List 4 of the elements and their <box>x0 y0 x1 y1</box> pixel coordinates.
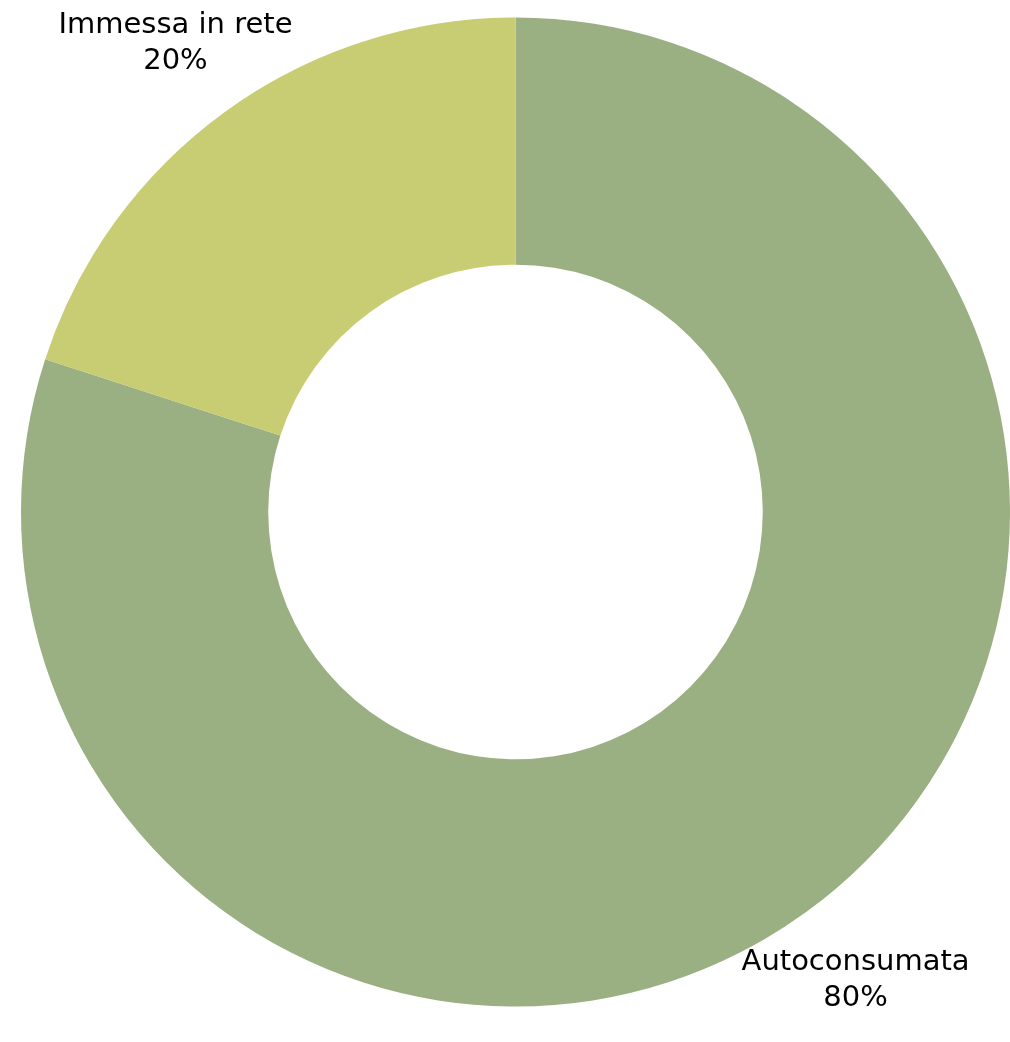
slice-label: Immessa in rete <box>58 6 293 41</box>
slice-label: Autoconsumata <box>741 942 970 977</box>
data-label: 80% <box>823 978 888 1013</box>
data-label: 20% <box>143 42 208 77</box>
